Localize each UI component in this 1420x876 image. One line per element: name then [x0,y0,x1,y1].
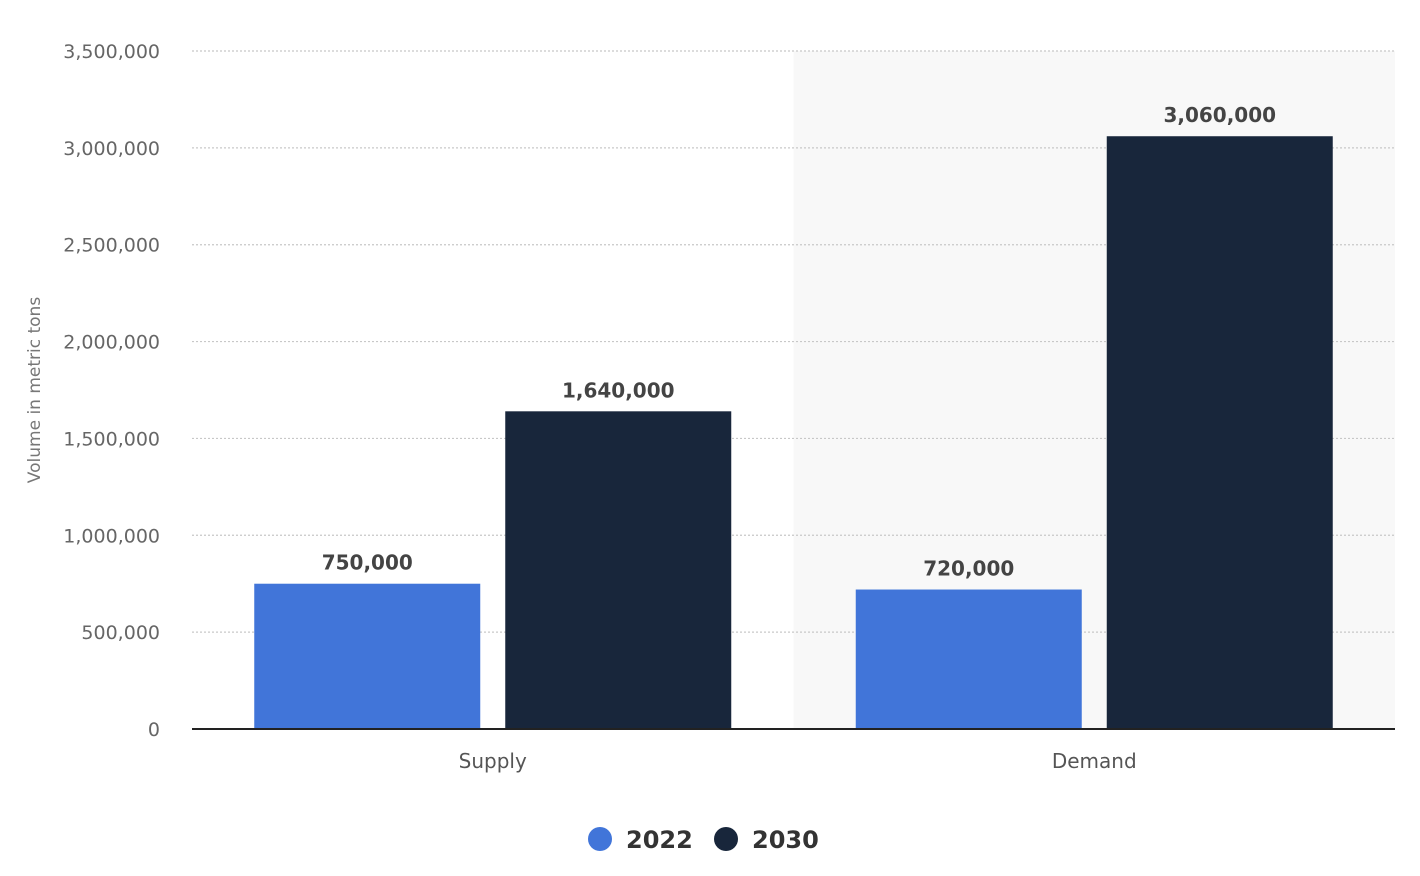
data-label: 720,000 [923,557,1014,581]
legend-marker [714,827,738,851]
legend-item-2030[interactable]: 2030 [714,826,819,854]
bar-supply-2022[interactable] [254,583,481,729]
y-tick-label: 1,500,000 [63,428,160,450]
legend-marker [588,827,612,851]
data-labels: 750,000 1,640,000 720,000 3,060,000 [322,103,1276,580]
y-tick-label: 3,000,000 [63,138,160,160]
y-tick-label: 1,000,000 [63,525,160,547]
y-axis-title: Volume in metric tons [25,297,45,484]
bar-demand-2022[interactable] [855,589,1082,729]
bars [254,136,1333,730]
legend-label: 2022 [626,826,693,854]
bar-supply-2030[interactable] [505,411,732,729]
legend[interactable]: 2022 2030 [588,826,819,854]
x-category-label: Supply [459,749,527,773]
axes: 0 500,000 1,000,000 1,500,000 2,000,000 2,500… [63,41,1395,773]
data-label: 1,640,000 [562,378,675,402]
y-tick-label: 500,000 [81,622,160,644]
data-label: 3,060,000 [1163,103,1276,127]
data-label: 750,000 [322,551,413,575]
legend-item-2022[interactable]: 2022 [588,826,693,854]
y-tick-label: 0 [148,719,160,741]
x-category-label: Demand [1052,749,1137,773]
y-tick-label: 3,500,000 [63,41,160,63]
bar-demand-2030[interactable] [1106,136,1333,730]
y-tick-label: 2,500,000 [63,235,160,257]
y-tick-label: 2,000,000 [63,332,160,354]
legend-label: 2030 [752,826,819,854]
